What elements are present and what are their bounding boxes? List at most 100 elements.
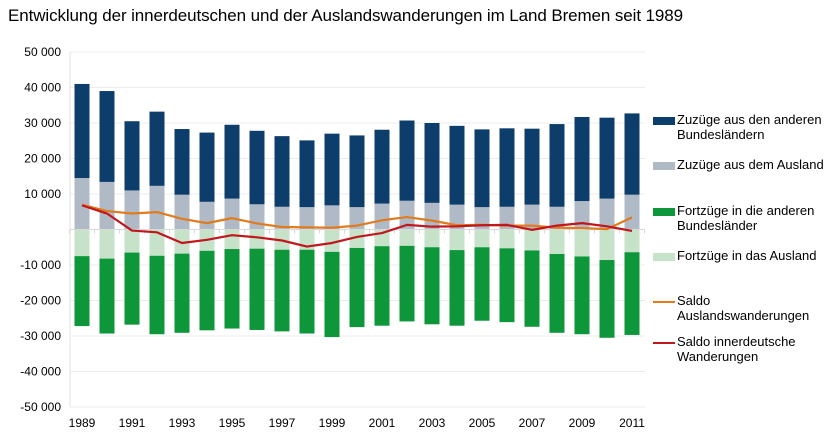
legend-label: Saldo Auslandswanderungen	[677, 293, 810, 323]
bar-2003	[424, 202, 440, 230]
x-tick-label: 2001	[369, 416, 396, 430]
y-tick-label: -20 000	[20, 294, 61, 308]
bar-1996	[249, 248, 265, 330]
bar-2010	[599, 198, 615, 230]
legend-item-saldo-innerdeutsch: Saldo innerdeutsche Wanderungen	[653, 334, 840, 364]
x-tick-label: 1999	[319, 416, 346, 430]
legend-item-fortzuege-ausland: Fortzüge in das Ausland	[653, 248, 840, 263]
bar-1991	[124, 229, 140, 253]
legend-label: Zuzüge aus den anderen Bundesländern	[677, 112, 822, 142]
bar-1992	[149, 111, 165, 186]
bar-1990	[99, 258, 115, 334]
bar-1990	[99, 229, 115, 259]
bar-2008	[549, 253, 565, 333]
bar-2008	[549, 206, 565, 230]
bar-2003	[424, 123, 440, 203]
bar-2011	[624, 113, 640, 195]
bar-1990	[99, 91, 115, 182]
x-tick-label: 1989	[69, 416, 96, 430]
x-tick-label: 1995	[219, 416, 246, 430]
bar-1991	[124, 252, 140, 325]
bar-1995	[224, 229, 240, 250]
bar-2002	[399, 229, 415, 246]
bar-1997	[274, 206, 290, 230]
bar-2010	[599, 117, 615, 199]
bar-2002	[399, 200, 415, 230]
bar-2008	[549, 124, 565, 207]
x-tick-label: 1997	[269, 416, 296, 430]
bar-2010	[599, 260, 615, 338]
bar-2000	[349, 247, 365, 328]
bar-1993	[174, 229, 190, 254]
bar-1994	[199, 250, 215, 331]
y-tick-label: -30 000	[20, 329, 61, 343]
bar-2001	[374, 246, 390, 326]
bar-2005	[474, 229, 490, 248]
bar-2000	[349, 135, 365, 208]
legend-label: Fortzüge in die anderen Bundesländer	[677, 203, 815, 233]
series-lines	[81, 203, 633, 248]
bar-2001	[374, 129, 390, 204]
bar-2007	[524, 229, 540, 251]
bar-1997	[274, 249, 290, 332]
bar-2005	[474, 247, 490, 321]
y-tick-label: -50 000	[20, 400, 61, 414]
y-tick-label: 10 000	[24, 187, 61, 201]
bar-1991	[124, 121, 140, 191]
bar-1991	[124, 190, 140, 230]
legend-swatch	[653, 253, 675, 261]
x-tick-label: 2005	[469, 416, 496, 430]
bar-1993	[174, 129, 190, 195]
legend-item-saldo-ausland: Saldo Auslandswanderungen	[653, 293, 840, 323]
bar-1993	[174, 194, 190, 230]
bar-2007	[524, 250, 540, 327]
x-tick-label: 2011	[619, 416, 645, 430]
bar-1996	[249, 204, 265, 230]
bar-2009	[574, 256, 590, 335]
bar-1994	[199, 132, 215, 202]
bar-2006	[499, 206, 515, 230]
bars	[74, 83, 640, 338]
bar-1998	[299, 140, 315, 208]
bar-2007	[524, 204, 540, 230]
bar-1992	[149, 185, 165, 230]
bar-1999	[324, 229, 340, 252]
bar-1999	[324, 205, 340, 230]
x-tick-label: 2007	[519, 416, 546, 430]
legend-label: Zuzüge aus dem Ausland	[677, 157, 824, 172]
y-tick-label: 40 000	[24, 81, 61, 95]
bar-1997	[274, 136, 290, 207]
bar-1996	[249, 229, 265, 249]
bar-2011	[624, 229, 640, 253]
bar-2004	[449, 125, 465, 205]
bar-1989	[74, 229, 90, 257]
bar-2008	[549, 229, 565, 254]
legend-swatch	[653, 208, 675, 216]
bar-1998	[299, 249, 315, 334]
x-tick-label: 2009	[569, 416, 596, 430]
x-tick-label: 1991	[119, 416, 146, 430]
bar-2001	[374, 203, 390, 230]
bar-2009	[574, 229, 590, 257]
bar-2002	[399, 245, 415, 322]
bar-1995	[224, 249, 240, 329]
bar-2009	[574, 116, 590, 202]
bar-2006	[499, 128, 515, 207]
bar-2003	[424, 247, 440, 325]
legend-label: Saldo innerdeutsche Wanderungen	[677, 334, 796, 364]
bar-1995	[224, 124, 240, 199]
legend-line	[653, 342, 675, 344]
y-axis-ticks: 50 000 40 000 30 000 20 000 10 000 -10 000 -20…	[20, 45, 61, 414]
bar-1998	[299, 207, 315, 230]
legend-line	[653, 301, 675, 303]
legend-item-zuzuege-bundeslaender: Zuzüge aus den anderen Bundesländern	[653, 112, 840, 142]
x-axis-ticks: 1989 1991 1993 1995 1997 1999 2001 2003 2005 2007…	[69, 416, 646, 430]
bar-1996	[249, 130, 265, 205]
bar-1989	[74, 83, 90, 179]
bar-1999	[324, 133, 340, 206]
y-tick-label: -40 000	[20, 365, 61, 379]
x-axis	[69, 229, 645, 234]
legend-swatch	[653, 117, 675, 125]
bar-2009	[574, 201, 590, 230]
